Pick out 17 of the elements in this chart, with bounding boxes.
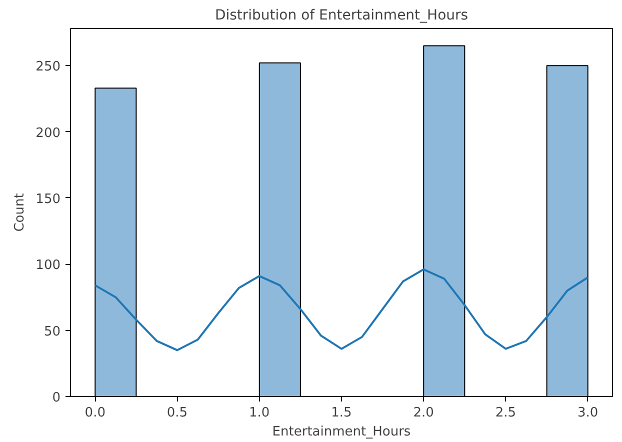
x-tick-label: 3.0 bbox=[578, 406, 598, 420]
chart-title: Distribution of Entertainment_Hours bbox=[214, 8, 468, 24]
y-tick-label: 50 bbox=[44, 324, 61, 340]
y-tick-label: 200 bbox=[36, 126, 61, 141]
y-tick-label: 150 bbox=[36, 192, 61, 207]
x-tick-label: 0.5 bbox=[166, 406, 188, 420]
y-axis-title: Count bbox=[12, 193, 28, 232]
x-tick-label: 0.0 bbox=[84, 406, 106, 420]
line-series bbox=[94, 268, 589, 352]
x-tick-label: 2.5 bbox=[495, 406, 516, 420]
y-tick-label: 250 bbox=[36, 60, 61, 75]
x-tick-label: 1.5 bbox=[331, 406, 352, 420]
y-tick-label: 100 bbox=[36, 258, 61, 274]
y-tick-label: 0 bbox=[52, 390, 61, 406]
x-tick-label: 1.0 bbox=[249, 406, 270, 420]
x-tick-label: 2.0 bbox=[413, 406, 434, 420]
x-axis-title: Entertainment_Hours bbox=[272, 424, 411, 440]
